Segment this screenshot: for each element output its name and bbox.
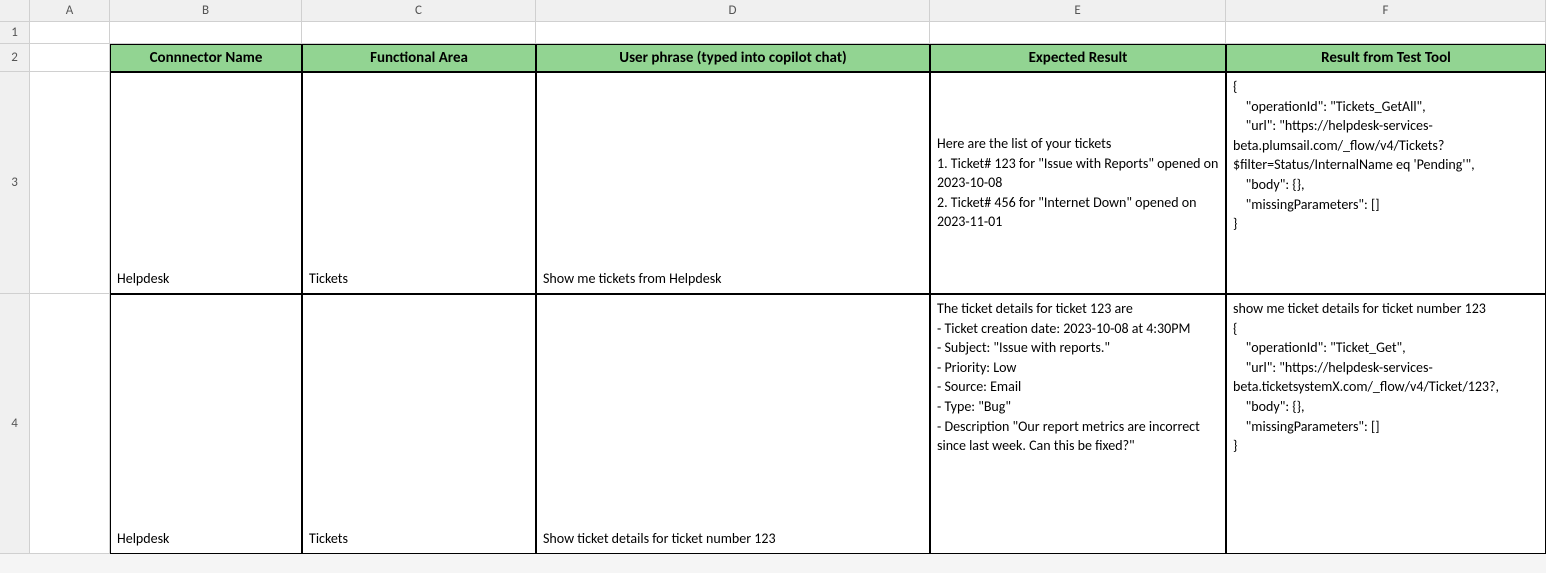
cell[interactable] [30, 22, 110, 44]
cell[interactable] [30, 44, 110, 72]
table-cell-expected[interactable]: Here are the list of your tickets 1. Tic… [930, 72, 1226, 294]
row-header-2[interactable]: 2 [0, 44, 30, 72]
table-cell-connector[interactable]: Helpdesk [110, 72, 302, 294]
table-header[interactable]: User phrase (typed into copilot chat) [536, 44, 930, 72]
spreadsheet-grid[interactable]: ABCDEF 12 Connnector NameFunctional AreaUs… [0, 0, 1546, 573]
col-header-A[interactable]: A [30, 0, 110, 22]
col-header-D[interactable]: D [536, 0, 930, 22]
row-header-3[interactable]: 3 [0, 72, 30, 294]
cell[interactable] [30, 294, 110, 554]
table-cell-phrase[interactable]: Show me tickets from Helpdesk [536, 72, 930, 294]
row-header-4[interactable]: 4 [0, 294, 30, 554]
row-header-1[interactable]: 1 [0, 22, 30, 44]
table-cell-result[interactable]: { "operationId": "Tickets_GetAll", "url"… [1226, 72, 1546, 294]
table-cell-area[interactable]: Tickets [302, 294, 536, 554]
col-header-F[interactable]: F [1226, 0, 1546, 22]
table-cell-result[interactable]: show me ticket details for ticket number… [1226, 294, 1546, 554]
table-header[interactable]: Result from Test Tool [1226, 44, 1546, 72]
cell[interactable] [110, 22, 302, 44]
table-header[interactable]: Functional Area [302, 44, 536, 72]
table-cell-expected[interactable]: The ticket details for ticket 123 are - … [930, 294, 1226, 554]
table-header[interactable]: Connnector Name [110, 44, 302, 72]
table-header[interactable]: Expected Result [930, 44, 1226, 72]
col-header-C[interactable]: C [302, 0, 536, 22]
table-cell-area[interactable]: Tickets [302, 72, 536, 294]
select-all-corner[interactable] [0, 0, 30, 22]
cell[interactable] [30, 72, 110, 294]
col-header-E[interactable]: E [930, 0, 1226, 22]
cell[interactable] [536, 22, 930, 44]
table-cell-connector[interactable]: Helpdesk [110, 294, 302, 554]
cell[interactable] [302, 22, 536, 44]
cell[interactable] [930, 22, 1226, 44]
col-header-B[interactable]: B [110, 0, 302, 22]
cell[interactable] [1226, 22, 1546, 44]
table-cell-phrase[interactable]: Show ticket details for ticket number 12… [536, 294, 930, 554]
